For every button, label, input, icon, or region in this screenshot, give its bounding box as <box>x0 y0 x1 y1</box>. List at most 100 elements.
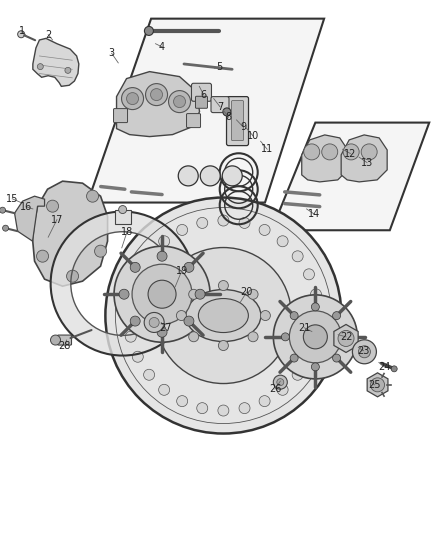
Polygon shape <box>14 196 45 241</box>
Text: 19: 19 <box>176 266 188 276</box>
Polygon shape <box>117 71 200 136</box>
Polygon shape <box>367 373 388 397</box>
Circle shape <box>151 88 162 101</box>
Circle shape <box>114 246 210 342</box>
Circle shape <box>341 333 350 341</box>
Circle shape <box>248 289 258 300</box>
Circle shape <box>361 144 377 160</box>
Circle shape <box>260 311 270 320</box>
Circle shape <box>391 366 397 372</box>
FancyBboxPatch shape <box>226 96 248 146</box>
Text: 6: 6 <box>201 90 207 100</box>
Circle shape <box>311 331 321 342</box>
Text: 27: 27 <box>159 323 172 333</box>
Circle shape <box>125 331 136 342</box>
Circle shape <box>149 318 159 327</box>
Circle shape <box>304 144 320 160</box>
Circle shape <box>292 251 303 262</box>
Circle shape <box>130 262 140 272</box>
Circle shape <box>169 91 191 112</box>
Circle shape <box>292 369 303 380</box>
Circle shape <box>65 67 71 74</box>
Circle shape <box>148 280 176 308</box>
Circle shape <box>332 354 341 362</box>
Circle shape <box>353 340 376 364</box>
Circle shape <box>184 316 194 326</box>
Circle shape <box>173 95 186 108</box>
Circle shape <box>290 354 298 362</box>
Circle shape <box>132 269 143 280</box>
Text: 7: 7 <box>217 102 223 111</box>
Text: 26: 26 <box>269 384 281 394</box>
Circle shape <box>197 402 208 414</box>
Text: 13: 13 <box>361 158 373 167</box>
FancyBboxPatch shape <box>195 96 208 108</box>
Circle shape <box>130 316 140 326</box>
FancyBboxPatch shape <box>187 114 201 127</box>
Circle shape <box>145 84 168 106</box>
Polygon shape <box>88 19 324 203</box>
Circle shape <box>311 363 319 371</box>
FancyBboxPatch shape <box>211 96 229 112</box>
Circle shape <box>332 312 341 320</box>
Circle shape <box>37 63 43 70</box>
Circle shape <box>67 270 78 282</box>
Circle shape <box>144 369 155 380</box>
Text: 20: 20 <box>240 287 253 297</box>
Circle shape <box>189 332 199 342</box>
Circle shape <box>159 384 170 395</box>
Circle shape <box>239 217 250 229</box>
Circle shape <box>358 346 371 358</box>
Polygon shape <box>302 135 348 182</box>
Circle shape <box>36 250 49 262</box>
Circle shape <box>177 224 187 236</box>
Circle shape <box>322 144 338 160</box>
FancyBboxPatch shape <box>57 335 71 345</box>
Circle shape <box>119 206 127 214</box>
Text: 16: 16 <box>20 202 32 212</box>
Circle shape <box>218 405 229 416</box>
Ellipse shape <box>198 298 248 333</box>
Circle shape <box>273 375 287 389</box>
Circle shape <box>121 87 144 110</box>
Circle shape <box>46 200 59 212</box>
Circle shape <box>127 93 138 104</box>
Circle shape <box>338 330 354 346</box>
Circle shape <box>273 295 357 379</box>
Circle shape <box>313 310 324 321</box>
Circle shape <box>0 207 6 213</box>
Polygon shape <box>51 212 190 356</box>
Ellipse shape <box>222 166 242 186</box>
Text: 5: 5 <box>216 62 222 71</box>
Ellipse shape <box>200 166 220 186</box>
Circle shape <box>277 384 288 395</box>
Text: 2: 2 <box>45 30 51 39</box>
Circle shape <box>248 332 258 342</box>
Circle shape <box>177 311 187 320</box>
Circle shape <box>106 198 341 433</box>
Circle shape <box>87 190 99 202</box>
Text: 15: 15 <box>6 194 18 204</box>
Circle shape <box>218 215 229 226</box>
Circle shape <box>119 289 129 299</box>
Text: 9: 9 <box>240 122 246 132</box>
Text: 24: 24 <box>378 362 390 372</box>
Circle shape <box>144 251 155 262</box>
Circle shape <box>304 351 314 362</box>
Text: 21: 21 <box>298 323 311 333</box>
Circle shape <box>290 311 341 363</box>
Circle shape <box>125 289 136 300</box>
Text: 3: 3 <box>109 49 115 58</box>
Circle shape <box>259 224 270 236</box>
Circle shape <box>304 325 327 349</box>
Text: 25: 25 <box>368 380 381 390</box>
Text: 17: 17 <box>51 215 63 224</box>
Circle shape <box>145 27 153 35</box>
Circle shape <box>197 217 208 229</box>
Circle shape <box>132 264 192 324</box>
Text: 22: 22 <box>340 332 352 342</box>
Circle shape <box>311 303 319 311</box>
Text: 12: 12 <box>344 149 357 158</box>
Text: 1: 1 <box>19 26 25 36</box>
Polygon shape <box>272 123 429 230</box>
